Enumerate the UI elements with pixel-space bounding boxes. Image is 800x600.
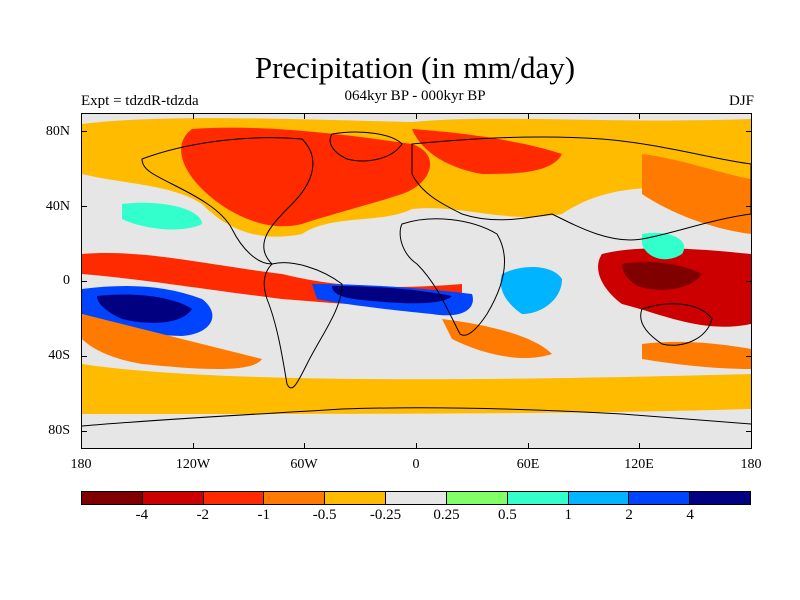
- lat-tick: [746, 131, 752, 132]
- lon-tick: [304, 443, 305, 449]
- lon-tick: [639, 443, 640, 449]
- lon-label-180e: 180: [740, 457, 762, 472]
- north-pacific-wetting: [122, 202, 202, 230]
- lat-label-0: 0: [63, 273, 70, 288]
- colorbar-segment: [82, 492, 143, 504]
- lon-tick: [528, 113, 529, 119]
- lat-label-40s: 40S: [48, 348, 70, 363]
- lon-tick: [416, 113, 417, 119]
- lat-tick: [746, 281, 752, 282]
- maritime-wetting: [642, 232, 685, 260]
- lon-label-60w: 60W: [290, 457, 318, 472]
- south-pacific-drying: [82, 314, 262, 369]
- lat-tick: [81, 281, 87, 282]
- colorbar-label: 0.25: [433, 507, 460, 523]
- colorbar-segment: [568, 492, 630, 504]
- east-asia-drying: [642, 154, 751, 234]
- lat-tick: [81, 206, 87, 207]
- colorbar-segment: [264, 492, 326, 504]
- lat-tick: [81, 131, 87, 132]
- southern-ocean-drying: [82, 364, 751, 414]
- lon-label-120w: 120W: [175, 457, 211, 472]
- lon-tick: [193, 113, 194, 119]
- colorbar-label: -4: [135, 507, 149, 523]
- colorbar-label: -1: [257, 507, 270, 523]
- lon-tick: [639, 113, 640, 119]
- colorbar-segment: [446, 492, 508, 504]
- colorbar-label: -0.25: [369, 507, 402, 523]
- anomaly-field: [82, 118, 751, 414]
- north-america-coast: [141, 137, 314, 265]
- lon-tick: [416, 443, 417, 449]
- colorbar-label: 0.5: [497, 507, 517, 523]
- plot-subtitle: 064kyr BP - 000kyr BP: [344, 88, 486, 104]
- africa-coast: [399, 218, 505, 336]
- colorbar-segment: [386, 492, 447, 504]
- precipitation-map: [81, 113, 752, 449]
- colorbar-label: -0.5: [312, 507, 337, 523]
- lon-label-0: 0: [412, 457, 420, 472]
- colorbar-segment: [690, 492, 750, 504]
- lat-label-80s: 80S: [48, 423, 70, 438]
- lon-tick: [193, 443, 194, 449]
- indian-ocean-wetting: [500, 267, 562, 314]
- colorbar-label: 1: [564, 507, 573, 523]
- lat-tick: [746, 356, 752, 357]
- south-atlantic-drying: [442, 319, 552, 359]
- lon-tick: [528, 443, 529, 449]
- south-atlantic-wetting-core: [332, 286, 452, 304]
- warm-pool-drying-core: [622, 262, 702, 290]
- lon-label-180w: 180: [70, 457, 92, 472]
- greenland-coast: [329, 131, 403, 162]
- plot-title: Precipitation (in mm/day): [254, 50, 576, 85]
- colorbar-label: 2: [625, 507, 633, 523]
- lon-tick: [304, 113, 305, 119]
- lat-tick: [81, 356, 87, 357]
- experiment-label: Expt = tdzdR-tdzda: [81, 93, 199, 109]
- colorbar-segment: [507, 492, 569, 504]
- south-america-coast: [263, 262, 343, 389]
- map-canvas: [82, 118, 751, 427]
- australia-coast: [640, 303, 713, 346]
- south-pacific-wetting-core: [97, 294, 192, 323]
- antarctica-coast: [82, 407, 751, 427]
- south-indian-drying: [642, 341, 751, 369]
- season-label: DJF: [728, 93, 754, 109]
- colorbar-segment: [142, 492, 204, 504]
- lat-label-80n: 80N: [45, 124, 70, 139]
- lon-label-60e: 60E: [516, 457, 540, 472]
- colorbar-segment: [629, 492, 691, 504]
- lon-label-120e: 120E: [624, 457, 654, 472]
- colorbar-segment: [203, 492, 265, 504]
- lat-tick: [81, 431, 87, 432]
- colorbar: [81, 491, 751, 505]
- north-drying-core: [181, 127, 431, 227]
- lat-tick: [746, 206, 752, 207]
- colorbar-segment: [325, 492, 387, 504]
- coastlines: [82, 131, 751, 427]
- lat-label-40n: 40N: [45, 199, 70, 214]
- lat-tick: [746, 431, 752, 432]
- colorbar-label: -2: [196, 507, 210, 523]
- colorbar-label: 4: [686, 507, 694, 523]
- eurasia-coast: [411, 136, 751, 241]
